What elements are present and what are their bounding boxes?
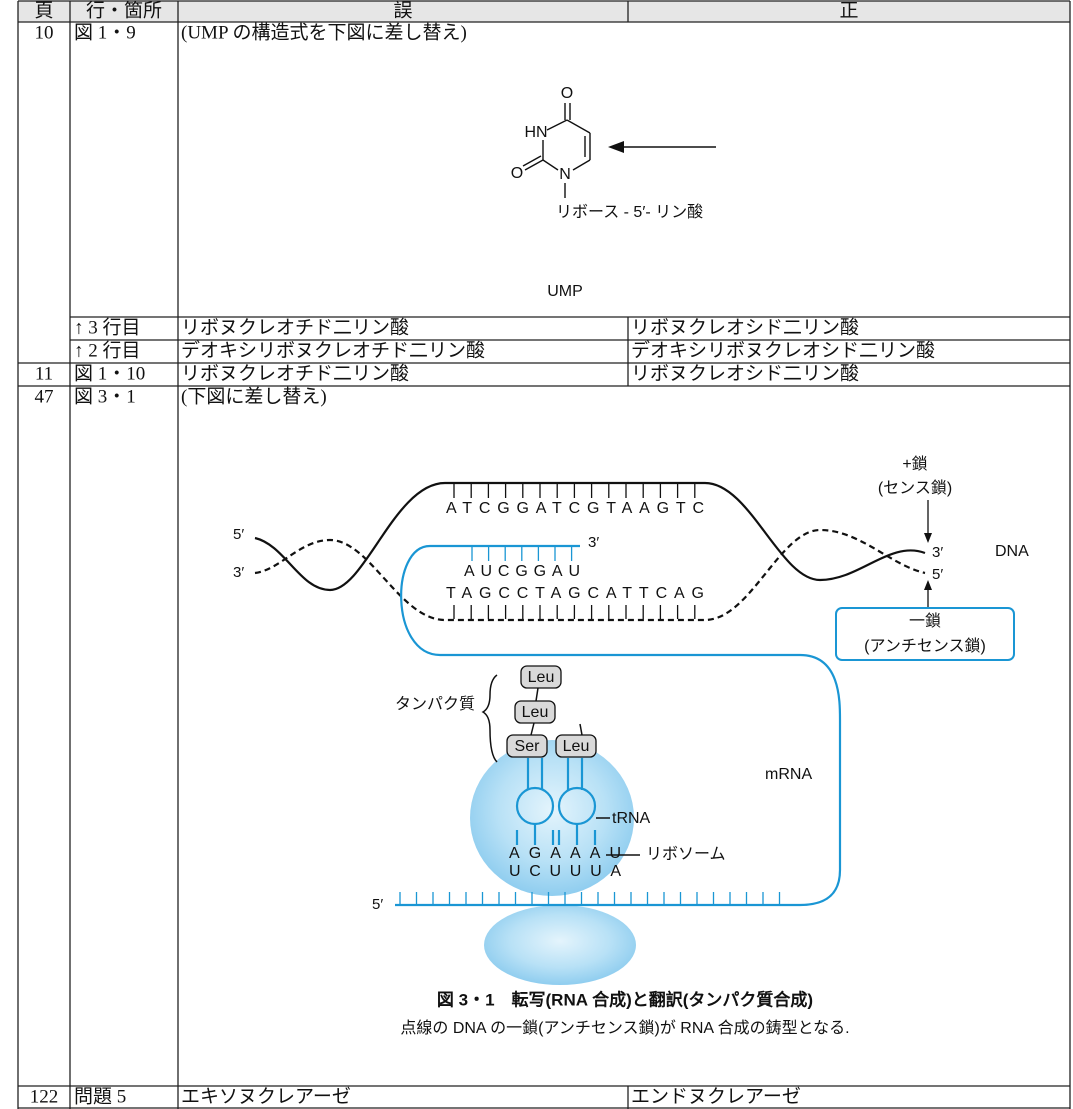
label: リボソーム xyxy=(646,845,726,863)
place-cell: ↑ 3 行目 xyxy=(74,316,141,338)
figure-label: UMP xyxy=(547,283,583,300)
page-cell: 47 xyxy=(35,386,54,407)
pointer-head xyxy=(924,580,932,590)
ribosome-large xyxy=(470,740,634,896)
label: DNA xyxy=(995,543,1029,560)
trna xyxy=(515,758,597,845)
wrong-cell: (UMP の構造式を下図に差し替え) xyxy=(181,21,467,43)
strand-end: 3′ xyxy=(233,564,244,581)
right-cell: リボヌクレオシド二リン酸 xyxy=(631,362,859,384)
strand-end: 5′ xyxy=(233,526,244,543)
atom: O xyxy=(561,85,573,102)
place-cell: 問題 5 xyxy=(74,1086,126,1107)
right-cell: リボヌクレオシド二リン酸 xyxy=(631,316,859,338)
amino-acid: Leu xyxy=(528,669,555,686)
wrong-cell: (下図に差し替え) xyxy=(181,385,327,407)
sequence: ATCGGATCGTAAGTC xyxy=(446,500,704,517)
right-cell: デオキシリボヌクレオシド二リン酸 xyxy=(631,339,935,361)
label: タンパク質 xyxy=(395,695,475,713)
pointer-head xyxy=(924,533,932,543)
label: mRNA xyxy=(765,766,812,783)
wrong-cell: エキソヌクレアーゼ xyxy=(181,1085,351,1107)
amino-acid-boxes xyxy=(506,665,597,758)
rna-strand xyxy=(395,544,842,907)
header-cell: 行・箇所 xyxy=(86,0,162,21)
label: tRNA xyxy=(612,810,651,827)
page-cell: 10 xyxy=(35,22,54,43)
atom: N xyxy=(559,166,571,183)
amino-acid: Ser xyxy=(515,738,541,755)
wrong-cell: リボヌクレオチド二リン酸 xyxy=(181,362,409,384)
ribosome-small xyxy=(484,905,636,985)
label: (アンチセンス鎖) xyxy=(864,637,986,655)
label-box xyxy=(835,607,1015,661)
strand-end: 5′ xyxy=(372,896,383,913)
strand-end: 5′ xyxy=(932,566,943,583)
page-cell: 122 xyxy=(30,1086,59,1107)
amino-acid: Leu xyxy=(563,738,590,755)
caption-note: 点線の DNA の一鎖(アンチセンス鎖)が RNA 合成の鋳型となる. xyxy=(400,1019,849,1037)
sequence: TAGCCTAGCATTCAG xyxy=(446,585,704,602)
caption: 図 3・1 転写(RNA 合成)と翻訳(タンパク質合成) xyxy=(437,989,813,1009)
ticks xyxy=(399,484,781,905)
strand-end: 3′ xyxy=(932,544,943,561)
wrong-cell: デオキシリボヌクレオチド二リン酸 xyxy=(181,339,485,361)
substituent: リボース - 5′- リン酸 xyxy=(556,203,703,221)
arrow-head xyxy=(608,141,624,153)
header-cell: 頁 xyxy=(34,0,53,21)
atom: HN xyxy=(524,124,547,141)
place-cell: 図 3・1 xyxy=(74,386,136,407)
rna-sequence: AUCGGAU xyxy=(464,563,580,580)
amino-acid: Leu xyxy=(522,704,549,721)
wrong-cell: リボヌクレオチド二リン酸 xyxy=(181,316,409,338)
page-cell: 11 xyxy=(35,363,53,384)
atom: O xyxy=(511,165,523,182)
right-cell: エンドヌクレアーゼ xyxy=(631,1085,801,1107)
label: 一鎖 xyxy=(909,612,941,630)
dna-strands xyxy=(254,481,926,622)
table-grid xyxy=(17,0,1071,1109)
place-cell: 図 1・9 xyxy=(74,22,136,43)
ump-bonds xyxy=(522,103,716,198)
place-cell: ↑ 2 行目 xyxy=(74,339,141,361)
label: (センス鎖) xyxy=(878,479,952,497)
strand-end: 3′ xyxy=(588,534,599,551)
place-cell: 図 1・10 xyxy=(74,363,145,384)
header-cell: 正 xyxy=(839,0,858,21)
header-bg xyxy=(18,1,1070,22)
peptide-bonds xyxy=(481,674,640,856)
label: +鎖 xyxy=(902,455,927,473)
header-cell: 誤 xyxy=(393,0,412,21)
